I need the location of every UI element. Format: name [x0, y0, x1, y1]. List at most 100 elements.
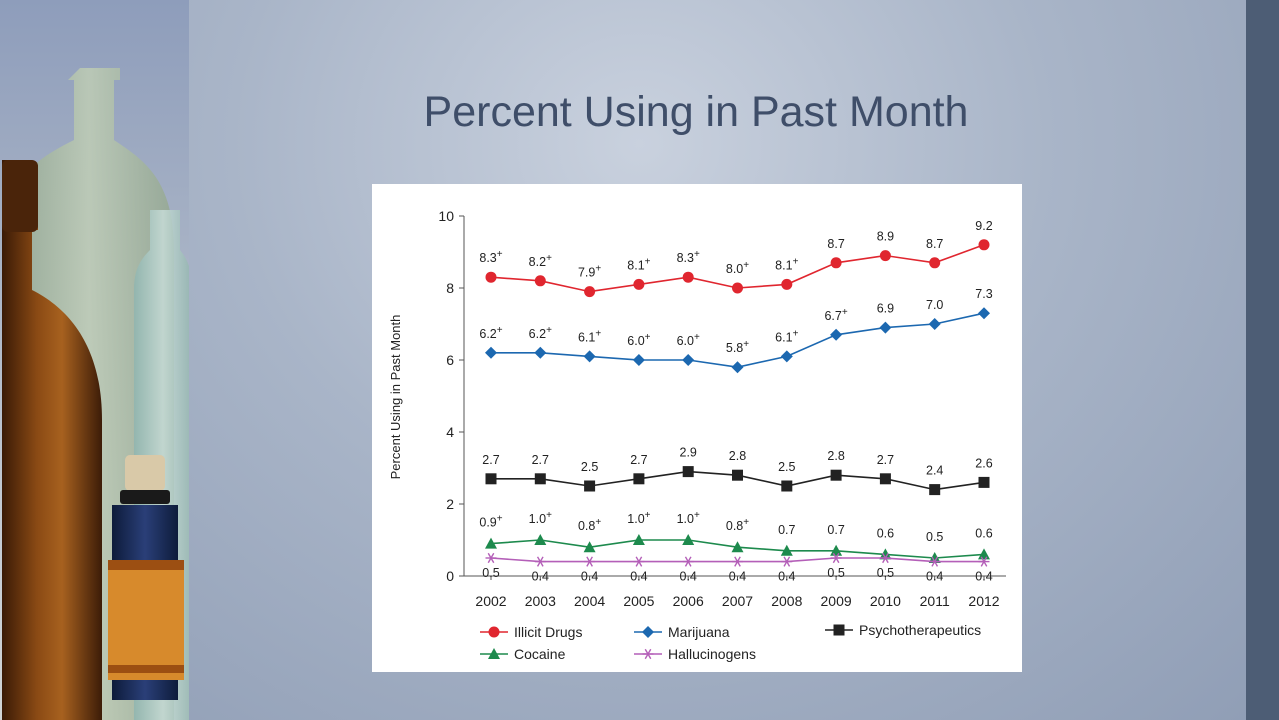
data-point: [633, 278, 645, 290]
data-label: 2.8: [729, 449, 746, 463]
legend-marker: [488, 626, 500, 638]
line-chart: 0 2 4 6 8 10 2002 2003 2004 2005 2006 2007 2008 2009…: [388, 208, 1006, 662]
data-point: [780, 544, 793, 556]
significance-mark: +: [645, 510, 651, 521]
data-point: [781, 556, 793, 567]
data-label: 8.3+: [479, 249, 502, 265]
data-label: 0.4: [680, 570, 697, 584]
data-label: 6.0+: [677, 332, 700, 348]
data-point: [781, 278, 793, 290]
significance-mark: +: [743, 517, 749, 528]
right-accent-bar: [1246, 0, 1279, 720]
data-point: [978, 239, 990, 251]
significance-mark: +: [694, 332, 700, 343]
data-point: [534, 473, 546, 485]
data-label: 0.4: [975, 570, 992, 584]
data-point: [732, 469, 743, 481]
data-label: 8.7: [926, 237, 943, 251]
data-label: 0.8+: [726, 517, 749, 533]
significance-mark: +: [546, 325, 552, 336]
data-label: 8.1+: [627, 256, 650, 272]
data-point: [830, 328, 843, 341]
asterisk-stroke: [536, 556, 544, 567]
series-layer: [485, 239, 990, 567]
significance-mark: +: [694, 249, 700, 260]
data-point: [830, 469, 842, 481]
asterisk-stroke: [644, 648, 652, 660]
data-label: 2.8: [827, 449, 844, 463]
x-tick-label: 2010: [870, 593, 901, 609]
data-label: 0.5: [926, 530, 943, 544]
x-tick-label: 2005: [623, 593, 654, 609]
asterisk-stroke: [882, 552, 889, 564]
data-point: [485, 552, 497, 564]
data-label: 2.9: [680, 446, 697, 460]
significance-mark: +: [743, 339, 749, 350]
data-point: [584, 556, 596, 567]
x-tick-label: 2009: [821, 593, 852, 609]
x-tick-label: 2002: [475, 593, 506, 609]
legend: Illicit Drugs Marijuana Psychotherapeutics…: [480, 622, 981, 662]
data-label: 5.8+: [726, 339, 749, 355]
asterisk-stroke: [980, 556, 988, 567]
data-point: [732, 282, 743, 294]
data-label: 0.4: [729, 570, 746, 584]
data-labels: 8.3+ 8.2+ 7.9+ 8.1+ 8.3+ 8.0+ 8.1+ 8.7 8.9 8.7 9.2…: [479, 219, 992, 584]
asterisk-stroke: [487, 552, 495, 564]
data-point: [879, 552, 891, 564]
legend-marker: [642, 626, 654, 638]
legend-item: Cocaine: [480, 646, 566, 662]
data-point: [978, 476, 990, 488]
data-label: 8.2+: [529, 253, 552, 269]
data-point: [830, 544, 843, 556]
data-label: 2.4: [926, 464, 943, 478]
asterisk-stroke: [684, 556, 692, 567]
data-point: [781, 480, 793, 492]
data-point: [534, 275, 546, 287]
data-label: 0.6: [877, 526, 894, 540]
data-point: [978, 307, 990, 320]
data-point: [830, 552, 842, 564]
data-label: 8.1+: [775, 256, 798, 272]
legend-item: Psychotherapeutics: [825, 622, 981, 638]
x-tick-label: 2003: [525, 593, 556, 609]
asterisk-stroke: [734, 556, 741, 567]
data-point: [485, 346, 497, 359]
data-point: [929, 484, 941, 496]
data-label: 0.5: [827, 566, 844, 580]
data-label: 0.4: [778, 570, 795, 584]
legend-marker: [833, 624, 845, 636]
data-label: 0.4: [532, 570, 549, 584]
data-point: [928, 552, 941, 563]
significance-mark: +: [694, 510, 700, 521]
data-point: [879, 321, 892, 334]
data-label: 9.2: [975, 219, 992, 233]
data-label: 0.6: [975, 526, 992, 540]
data-label: 0.4: [630, 570, 647, 584]
significance-mark: +: [595, 517, 601, 528]
significance-mark: +: [743, 260, 749, 271]
legend-label: Hallucinogens: [668, 646, 756, 662]
data-label: 0.8+: [578, 517, 601, 533]
x-axis: 2002 2003 2004 2005 2006 2007 2008 2009 2010 2011…: [464, 575, 1006, 609]
data-label: 7.9+: [578, 264, 601, 280]
asterisk-stroke: [832, 552, 840, 564]
data-label: 7.3: [975, 287, 992, 301]
data-point: [978, 556, 990, 567]
data-point: [731, 541, 744, 553]
data-label: 2.5: [581, 460, 598, 474]
data-point: [928, 318, 941, 330]
legend-item: Hallucinogens: [634, 646, 756, 662]
data-label: 6.1+: [775, 328, 798, 344]
data-point: [485, 537, 497, 549]
data-point: [682, 556, 694, 567]
data-label: 0.7: [827, 523, 844, 537]
data-point: [583, 350, 596, 363]
significance-mark: +: [546, 253, 552, 264]
y-tick-label: 4: [446, 424, 454, 440]
data-point: [682, 354, 695, 366]
y-tick-label: 8: [446, 280, 454, 296]
data-label: 2.5: [778, 460, 795, 474]
data-point: [732, 556, 743, 567]
slide-title: Percent Using in Past Month: [423, 88, 969, 136]
